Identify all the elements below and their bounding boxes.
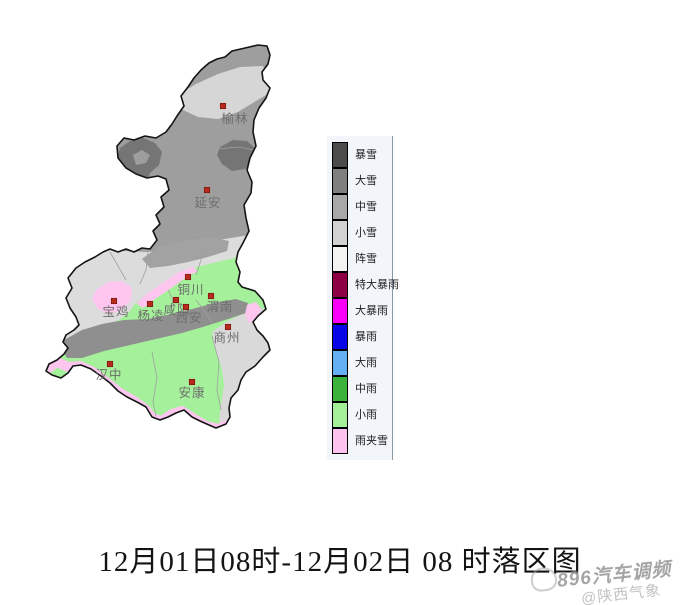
legend-item: 大暴雨	[332, 297, 392, 324]
zone-sleet-guanzhong-strip	[136, 267, 198, 308]
city-marker	[184, 273, 192, 281]
city-label: 商州	[213, 330, 240, 345]
legend-label: 小雪	[355, 226, 377, 239]
zone-moderate-snow-north	[100, 45, 270, 252]
city-marker	[203, 186, 211, 194]
legend-swatch	[332, 219, 348, 246]
city-marker	[172, 296, 180, 304]
city-label: 延安	[194, 195, 221, 210]
legend-item: 大雨	[332, 349, 392, 376]
city-label: 汉中	[95, 367, 122, 382]
legend-item: 阵雪	[332, 245, 392, 272]
legend-swatch	[332, 297, 348, 324]
legend-item: 中雪	[332, 193, 392, 220]
legend-item: 暴雪	[332, 142, 392, 168]
zone-light-rain	[46, 257, 270, 428]
legend-item: 中雨	[332, 375, 392, 402]
zone-light-snow-southeast	[212, 308, 270, 424]
city-label: 渭南	[206, 299, 233, 314]
legend-swatch	[332, 271, 348, 298]
zone-moderate-snow-tongchuan	[142, 238, 229, 268]
city-marker	[146, 300, 154, 308]
legend-label: 暴雪	[355, 148, 377, 161]
legend-item: 暴雨	[332, 323, 392, 350]
legend-swatch	[332, 349, 348, 376]
legend-swatch	[332, 323, 348, 350]
legend-swatch	[332, 245, 348, 272]
legend-label: 中雪	[355, 200, 377, 213]
city-marker	[224, 323, 232, 331]
legend-swatch	[332, 142, 348, 168]
city-label: 西安	[175, 310, 202, 325]
city-label: 杨凌	[137, 308, 164, 323]
prefecture-boundaries	[109, 146, 254, 417]
legend-label: 特大暴雨	[355, 278, 399, 291]
legend-item: 特大暴雨	[332, 271, 399, 298]
province-border	[45, 44, 271, 429]
city-marker	[219, 102, 227, 110]
legend-item: 雨夹雪	[332, 427, 392, 454]
legend-label: 小雨	[355, 408, 377, 421]
city-label: 安康	[178, 385, 205, 400]
precipitation-legend: 暴雪大雪中雪小雪阵雪特大暴雨大暴雨暴雨大雨中雨小雨雨夹雪	[327, 136, 399, 460]
zone-sleet-baoji	[92, 281, 132, 314]
city-marker	[182, 303, 190, 311]
legend-label: 大暴雨	[355, 304, 388, 317]
legend-item: 大雪	[332, 167, 392, 194]
legend-rows: 暴雪大雪中雪小雪阵雪特大暴雨大暴雨暴雨大雨中雨小雨雨夹雪	[332, 142, 399, 454]
legend-swatch	[332, 193, 348, 220]
precipitation-zones	[46, 45, 270, 428]
city-label: 榆林	[221, 111, 248, 126]
legend-label: 暴雨	[355, 330, 377, 343]
legend-swatch	[332, 375, 348, 402]
legend-swatch	[332, 167, 348, 194]
city-marker	[110, 297, 118, 305]
zone-qinling-snow-band	[62, 299, 248, 358]
city-label: 铜川	[177, 282, 204, 297]
zone-light-snow-yulin	[176, 66, 270, 119]
city-marker	[106, 360, 114, 368]
legend-item: 小雨	[332, 401, 392, 428]
city-label: 宝鸡	[102, 304, 129, 319]
legend-label: 阵雪	[355, 252, 377, 265]
legend-item: 小雪	[332, 219, 392, 246]
map-title: 12月01日08时-12月02日 08 时落区图	[98, 546, 582, 578]
legend-label: 大雨	[355, 356, 377, 369]
legend-swatch	[332, 427, 348, 454]
legend-label: 大雪	[355, 174, 377, 187]
city-marker	[207, 292, 215, 300]
zone-heavy-snow-west-patch-hole	[133, 150, 150, 165]
city-marker	[188, 378, 196, 386]
legend-label: 中雨	[355, 382, 377, 395]
legend-label: 雨夹雪	[355, 434, 388, 447]
legend-swatch	[332, 401, 348, 428]
